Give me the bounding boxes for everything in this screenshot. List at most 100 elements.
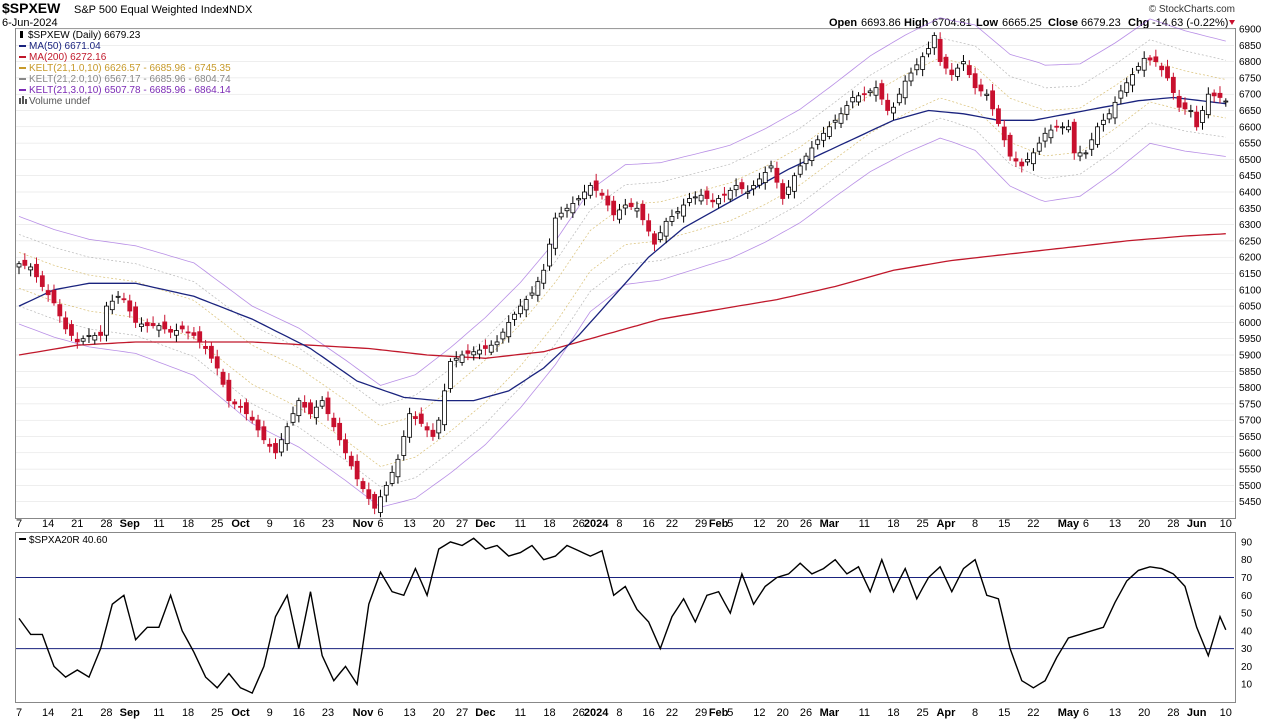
candle-body-up — [762, 172, 768, 183]
breadth-x-tick: 25 — [917, 707, 929, 719]
price-x-tick: 28 — [100, 518, 112, 530]
candle — [1153, 49, 1159, 67]
candle — [1124, 77, 1130, 97]
candle-body-down — [354, 460, 360, 480]
candle-body-down — [1013, 158, 1019, 162]
legend-label-kelt2: KELT(21,2.0,10) 6567.17 - 6685.96 - 6804… — [29, 74, 231, 85]
candle-body-up — [838, 113, 844, 124]
breadth-x-tick: 28 — [1167, 707, 1179, 719]
price-y-tick: 6700 — [1239, 90, 1262, 101]
candle — [150, 316, 156, 329]
candle-body-up — [541, 269, 547, 284]
candle-body-down — [226, 379, 232, 402]
candle-body-up — [634, 207, 640, 212]
candle-body-down — [69, 324, 74, 336]
candle-body-down — [1170, 76, 1176, 93]
candle-body-up — [1135, 66, 1141, 71]
candle-body-down — [966, 65, 972, 76]
candle-body-up — [727, 189, 733, 200]
breadth-x-tick: 2024 — [584, 707, 609, 719]
price-x-tick: Oct — [231, 518, 250, 530]
candle-body-up — [757, 178, 762, 186]
breadth-x-tick: 13 — [403, 707, 415, 719]
price-x-tick: 15 — [998, 518, 1010, 530]
candle-body-up — [926, 48, 931, 55]
candle-body-up — [1042, 132, 1048, 142]
candle — [179, 321, 185, 333]
moving-averages — [18, 96, 1226, 402]
candle-body-down — [261, 426, 267, 441]
candle — [722, 186, 727, 203]
price-x-tick: Dec — [475, 518, 495, 530]
breadth-x-tick: 29 — [695, 707, 707, 719]
keltner-2atr-lower-band — [18, 117, 1226, 488]
price-y-tick: 5850 — [1239, 367, 1262, 378]
candle-body-up — [867, 90, 873, 94]
candle-body-down — [366, 489, 372, 499]
candle — [185, 325, 191, 340]
candle — [1188, 104, 1194, 118]
stockcharts-brand[interactable]: © StockCharts.com — [1149, 4, 1235, 15]
candle-body-down — [424, 426, 430, 431]
candle — [780, 179, 786, 205]
breadth-x-tick: 11 — [515, 707, 526, 719]
candle — [1223, 98, 1229, 107]
candle — [174, 323, 179, 342]
candle — [197, 326, 203, 349]
breadth-x-tick: 26 — [800, 707, 812, 719]
candle — [459, 350, 465, 366]
candle — [984, 89, 990, 101]
candle — [98, 325, 104, 342]
price-x-tick: 9 — [267, 518, 273, 530]
low-label: Low — [976, 17, 998, 29]
breadth-x-tick: May — [1058, 707, 1080, 719]
candle — [109, 294, 115, 314]
price-x-tick: 11 — [515, 518, 526, 530]
candle — [966, 60, 972, 78]
price-x-tick: 23 — [322, 518, 334, 530]
candle-body-up — [459, 354, 465, 363]
price-gridlines — [16, 28, 1234, 502]
breadth-x-tick: Dec — [475, 707, 495, 719]
candle — [203, 339, 208, 355]
price-y-tick: 6200 — [1239, 253, 1262, 264]
candle — [51, 284, 57, 306]
candle — [611, 195, 617, 222]
candle-body-down — [249, 416, 255, 421]
candle — [599, 188, 605, 200]
candle — [1036, 136, 1042, 156]
candle — [418, 407, 424, 427]
candle — [1112, 96, 1118, 125]
candle-body-down — [34, 263, 39, 278]
candle — [389, 465, 395, 487]
price-x-tick: 21 — [71, 518, 83, 530]
candle-body-down — [267, 443, 273, 447]
candle-body-up — [669, 216, 675, 222]
price-x-tick: 20 — [777, 518, 789, 530]
breadth-line — [18, 537, 1227, 695]
candle-body-down — [179, 325, 185, 330]
candle — [80, 335, 86, 345]
candle — [652, 230, 657, 252]
candle — [733, 178, 739, 197]
candle — [1019, 158, 1025, 173]
price-x-tick: 11 — [859, 518, 870, 530]
candle-body-down — [1153, 56, 1159, 62]
candle-body-down — [337, 422, 343, 441]
candle-body-down — [1147, 57, 1153, 61]
candle — [692, 191, 698, 205]
candle — [762, 166, 768, 190]
price-x-tick: 25 — [211, 518, 223, 530]
candle — [366, 482, 372, 505]
candle — [284, 422, 290, 451]
header-date: 6-Jun-2024 — [2, 17, 58, 29]
price-x-tick: 26 — [573, 518, 585, 530]
candle — [1042, 127, 1048, 148]
candle — [751, 180, 756, 196]
candle-body-up — [500, 331, 506, 340]
breadth-x-tick: 23 — [322, 707, 334, 719]
candle — [832, 114, 838, 130]
candle-body-down — [273, 443, 278, 454]
candle-body-up — [955, 67, 961, 77]
